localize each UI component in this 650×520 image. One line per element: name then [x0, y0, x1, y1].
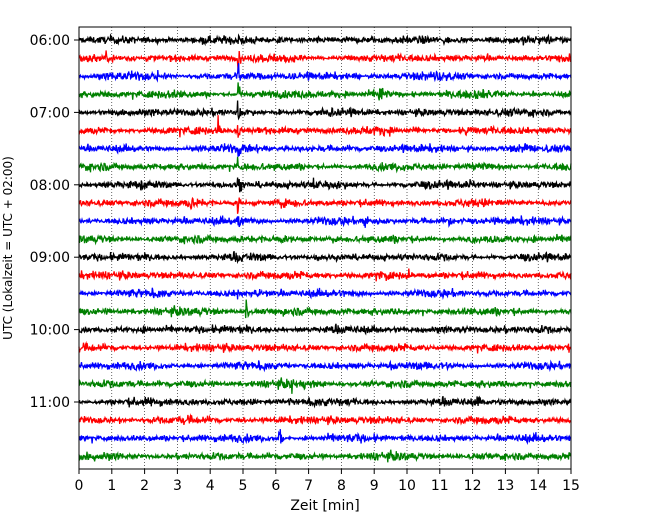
seismic-trace	[78, 449, 572, 463]
seismic-trace	[78, 82, 572, 101]
seismic-trace	[78, 233, 572, 246]
x-tick-label: 9	[370, 478, 379, 494]
plot-frame	[78, 26, 572, 470]
x-tick-label: 4	[206, 478, 215, 494]
x-tick-label: 0	[75, 478, 84, 494]
x-tick-label: 6	[271, 478, 280, 494]
y-tick-label: 08:00	[30, 178, 70, 194]
seismic-trace	[78, 395, 572, 409]
seismic-trace	[78, 215, 572, 229]
seismic-traces	[78, 33, 572, 463]
seismic-trace	[78, 268, 572, 282]
seismic-trace	[78, 340, 572, 354]
x-tick-label: 15	[562, 478, 580, 494]
seismic-trace	[78, 63, 572, 83]
x-tick-label: 7	[304, 478, 313, 494]
x-tick-label: 11	[431, 478, 449, 494]
x-tick-label: 13	[496, 478, 514, 494]
y-tick-label: 07:00	[30, 105, 70, 121]
seismic-trace	[78, 299, 572, 319]
y-axis-label: UTC (Lokalzeit = UTC + 02:00)	[1, 156, 15, 340]
y-axis-ticks: 06:00 07:00 08:00 09:00 10:00 11:00	[30, 33, 79, 411]
y-tick-label: 10:00	[30, 323, 70, 339]
seismic-trace	[78, 429, 572, 446]
x-tick-label: 2	[140, 478, 149, 494]
seismic-trace	[78, 50, 572, 71]
seismic-trace	[78, 100, 572, 121]
y-tick-label: 11:00	[30, 395, 70, 411]
x-tick-label: 12	[464, 478, 482, 494]
x-tick-label: 3	[173, 478, 182, 494]
seismic-trace	[78, 196, 572, 214]
seismic-trace	[78, 251, 572, 265]
seismic-trace	[78, 115, 572, 138]
x-tick-label: 10	[398, 478, 416, 494]
seismic-trace	[78, 359, 572, 373]
x-tick-label: 5	[239, 478, 248, 494]
seismic-trace	[78, 413, 572, 426]
seismic-trace	[78, 287, 572, 300]
x-tick-label: 1	[107, 478, 116, 494]
y-tick-label: 09:00	[30, 250, 70, 266]
x-tick-label: 8	[337, 478, 346, 494]
x-tick-label: 14	[529, 478, 547, 494]
y-tick-label: 06:00	[30, 33, 70, 49]
x-axis-ticks: 0 1 2 3 4 5 6 7 8 9 10 11 12 13 14 15	[75, 469, 580, 494]
seismic-trace	[78, 33, 572, 47]
seismic-trace	[78, 177, 572, 193]
seismic-trace	[78, 156, 572, 174]
seismic-trace	[78, 377, 572, 394]
seismic-trace	[78, 143, 572, 157]
x-axis-label: Zeit [min]	[290, 498, 359, 514]
seismic-trace	[78, 323, 572, 336]
